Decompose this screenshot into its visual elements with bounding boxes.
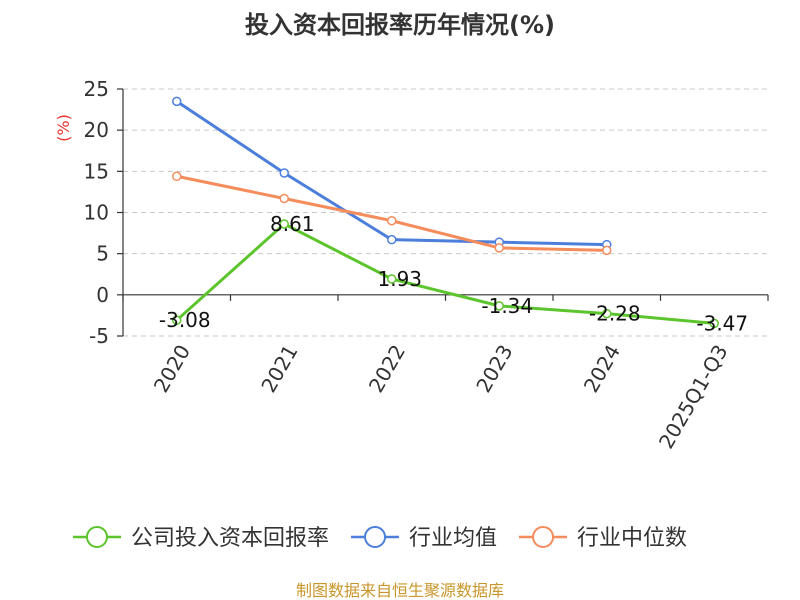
data-point	[387, 215, 397, 226]
y-axis-label: (%)	[54, 114, 73, 142]
data-label: -3.47	[696, 311, 748, 335]
y-tick-label: 15	[84, 159, 109, 183]
data-point	[387, 234, 397, 245]
legend-item[interactable]: 公司投入资本回报率	[73, 526, 329, 551]
data-labels: -3.08 8.61 1.93 -1.34 -2.28 -3.47	[159, 212, 748, 335]
series-lines	[172, 96, 719, 329]
legend-label: 行业中位数	[577, 526, 687, 551]
data-point	[602, 245, 612, 256]
legend-item[interactable]: 行业均值	[351, 526, 497, 551]
data-label: 1.93	[377, 267, 422, 291]
data-label: -3.08	[159, 308, 211, 332]
data-label: -2.28	[589, 302, 641, 326]
legend-swatch-marker	[364, 526, 387, 548]
series-line	[175, 222, 715, 325]
y-tick-label: 10	[84, 201, 109, 225]
legend-swatch-marker	[86, 526, 108, 548]
x-tick-label: 2023	[471, 341, 517, 397]
y-tick-label: 25	[84, 77, 109, 101]
legend-label: 公司投入资本回报率	[131, 526, 329, 551]
axes: -5 0 5 10 15 20 25 2020 2021 2022 2023 2024 2025Q1-Q…	[84, 77, 769, 453]
y-tick-label: 20	[84, 118, 109, 142]
x-tick-label: 2025Q1-Q3	[654, 341, 733, 453]
y-tick-label: 0	[96, 283, 109, 307]
data-label: -1.34	[481, 294, 533, 318]
y-tick-label: 5	[96, 242, 109, 266]
data-point	[387, 274, 397, 284]
legend-item[interactable]: 行业中位数	[519, 526, 687, 551]
y-tick-label: -5	[89, 324, 109, 348]
x-tick-label: 2020	[149, 341, 195, 397]
legend[interactable]: 公司投入资本回报率 行业均值 行业中位数	[73, 526, 687, 551]
x-tick-label: 2022	[364, 341, 410, 397]
chart-title: 投入资本回报率历年情况(%)	[245, 11, 555, 39]
legend-swatch-marker	[532, 526, 555, 548]
data-point	[172, 171, 182, 182]
x-tick-label: 2021	[256, 341, 302, 397]
data-point	[279, 168, 289, 178]
data-point	[494, 301, 504, 311]
data-point	[279, 193, 289, 204]
data-point	[279, 219, 289, 229]
data-point	[602, 308, 612, 319]
data-point	[172, 96, 182, 107]
x-tick-label: 2024	[579, 341, 625, 397]
source-note: 制图数据来自恒生聚源数据库	[296, 581, 504, 600]
data-point	[709, 318, 719, 329]
data-label: 8.61	[270, 212, 315, 236]
data-point	[494, 243, 504, 253]
legend-label: 行业均值	[409, 526, 497, 551]
data-point	[172, 315, 182, 325]
